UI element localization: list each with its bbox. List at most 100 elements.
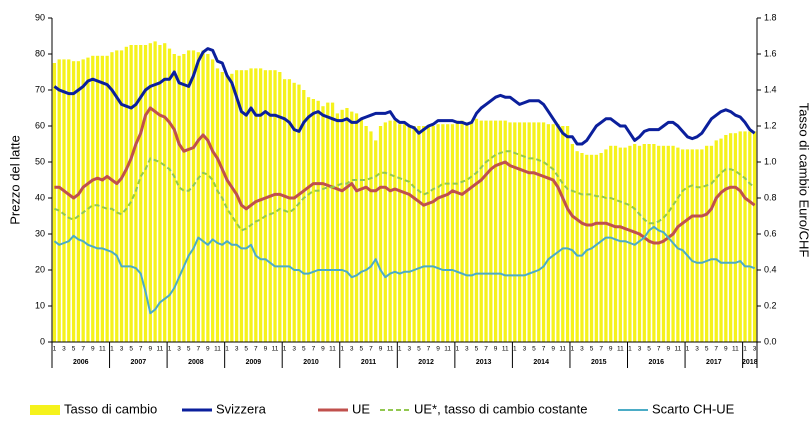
x-tick-label: 9 bbox=[551, 346, 555, 353]
y-tick-label: 20 bbox=[35, 264, 45, 274]
year-label: 2009 bbox=[246, 359, 262, 366]
y-tick-label: 0 bbox=[40, 336, 45, 346]
x-tick-label: 5 bbox=[129, 346, 133, 353]
bar bbox=[508, 122, 512, 343]
y2-tick-label: 0.8 bbox=[764, 192, 777, 202]
year-label: 2018 bbox=[742, 359, 758, 366]
bar bbox=[359, 118, 363, 342]
y2-tick-label: 0.4 bbox=[764, 264, 777, 274]
x-tick-label: 11 bbox=[214, 346, 221, 353]
bar bbox=[71, 61, 76, 342]
x-tick-label: 1 bbox=[571, 346, 575, 353]
x-tick-label: 11 bbox=[732, 346, 739, 353]
x-tick-label: 1 bbox=[283, 346, 287, 353]
bar bbox=[541, 122, 546, 343]
x-tick-label: 11 bbox=[272, 346, 279, 353]
bar bbox=[148, 43, 152, 342]
bar bbox=[398, 124, 402, 342]
bar bbox=[100, 55, 104, 343]
bar bbox=[110, 52, 114, 342]
bar bbox=[748, 131, 752, 342]
line bbox=[53, 47, 756, 146]
bar bbox=[623, 147, 627, 342]
bar bbox=[493, 120, 498, 342]
bar bbox=[254, 68, 258, 343]
x-tick-label: 5 bbox=[705, 346, 709, 353]
bar bbox=[503, 120, 507, 342]
x-tick-label: 1 bbox=[225, 346, 229, 353]
x-tick-label: 3 bbox=[177, 346, 181, 353]
x-tick-label: 7 bbox=[542, 346, 546, 353]
y2-tick-label: 1.8 bbox=[764, 12, 777, 22]
bar bbox=[119, 50, 124, 343]
bar bbox=[292, 82, 296, 343]
year-label: 2017 bbox=[706, 359, 722, 366]
x-tick-label: 11 bbox=[559, 346, 566, 353]
bar bbox=[690, 149, 694, 342]
bar bbox=[330, 102, 335, 342]
year-label: 2010 bbox=[303, 359, 319, 366]
x-tick-label: 1 bbox=[628, 346, 632, 353]
bar bbox=[225, 75, 229, 342]
bar bbox=[393, 120, 397, 342]
bar bbox=[561, 126, 565, 342]
x-tick-label: 11 bbox=[329, 346, 336, 353]
bar bbox=[575, 151, 579, 342]
bar bbox=[609, 145, 613, 342]
bar bbox=[537, 122, 541, 343]
bar bbox=[465, 122, 469, 343]
x-tick-label: 7 bbox=[427, 346, 431, 353]
bar bbox=[115, 50, 119, 343]
x-tick-label: 11 bbox=[444, 346, 451, 353]
x-tick-label: 3 bbox=[120, 346, 124, 353]
bar bbox=[752, 131, 757, 342]
bar bbox=[681, 149, 685, 342]
x-tick-label: 9 bbox=[494, 346, 498, 353]
x-tick-label: 1 bbox=[513, 346, 517, 353]
bar bbox=[450, 124, 455, 342]
bar bbox=[129, 45, 133, 342]
bar bbox=[215, 68, 220, 343]
x-tick-label: 7 bbox=[81, 346, 85, 353]
bar bbox=[172, 54, 176, 342]
bar bbox=[139, 45, 143, 342]
bar bbox=[570, 144, 574, 342]
bar bbox=[556, 124, 560, 342]
bar bbox=[666, 145, 670, 342]
y2-tick-label: 1.0 bbox=[764, 156, 777, 166]
y-tick-label: 40 bbox=[35, 192, 45, 202]
bar bbox=[311, 99, 316, 342]
bar bbox=[340, 109, 344, 342]
bar bbox=[345, 108, 349, 342]
bar bbox=[695, 149, 699, 342]
bar bbox=[618, 147, 622, 342]
bar bbox=[441, 124, 445, 342]
bar bbox=[201, 50, 205, 343]
bar bbox=[728, 133, 733, 342]
x-tick-label: 3 bbox=[695, 346, 699, 353]
bar bbox=[364, 126, 368, 342]
bar bbox=[594, 154, 598, 342]
legend-label: UE*, tasso di cambio costante bbox=[414, 401, 587, 416]
x-tick-label: 7 bbox=[139, 346, 143, 353]
bar bbox=[354, 113, 359, 343]
bar bbox=[383, 122, 387, 343]
x-tick-label: 11 bbox=[502, 346, 509, 353]
x-tick-label: 3 bbox=[465, 346, 469, 353]
bar bbox=[585, 154, 589, 342]
x-tick-label: 5 bbox=[360, 346, 364, 353]
x-tick-label: 5 bbox=[417, 346, 421, 353]
bar bbox=[235, 70, 239, 342]
bar bbox=[522, 122, 527, 343]
x-tick-label: 3 bbox=[407, 346, 411, 353]
bar bbox=[105, 55, 109, 343]
bar bbox=[388, 120, 392, 342]
bar bbox=[498, 120, 503, 342]
bar bbox=[685, 149, 690, 342]
y-tick-label: 90 bbox=[35, 12, 45, 22]
bar bbox=[676, 147, 680, 342]
x-tick-label: 9 bbox=[724, 346, 728, 353]
y2-tick-label: 0.2 bbox=[764, 300, 777, 310]
x-tick-label: 5 bbox=[475, 346, 479, 353]
bar bbox=[412, 126, 416, 342]
